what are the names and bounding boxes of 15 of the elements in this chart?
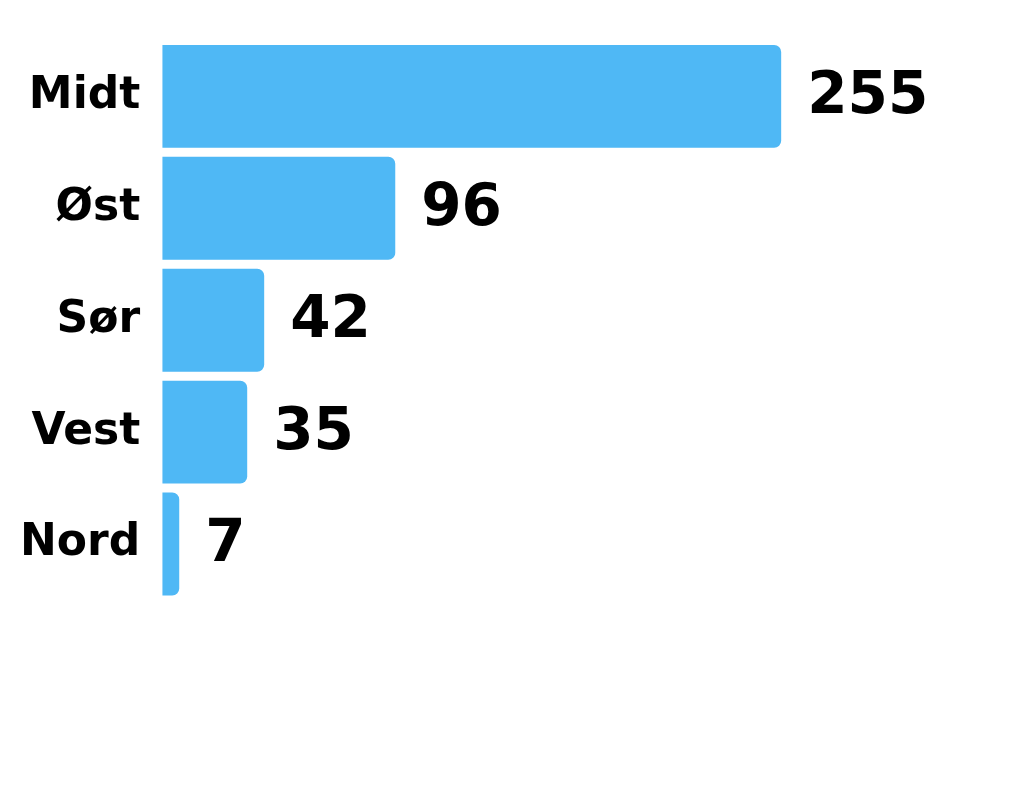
bar bbox=[162, 44, 782, 148]
bar bbox=[162, 156, 396, 260]
data-label: 96 bbox=[421, 171, 502, 240]
bar bbox=[162, 380, 248, 484]
y-tick-label: Øst bbox=[55, 178, 141, 230]
y-tick-label: Midt bbox=[28, 66, 141, 118]
y-tick-label: Vest bbox=[31, 402, 141, 454]
bar bbox=[162, 268, 265, 372]
data-label: 35 bbox=[273, 395, 354, 464]
bar bbox=[162, 492, 180, 596]
y-tick-label: Nord bbox=[20, 514, 141, 566]
y-tick-label: Sør bbox=[56, 290, 141, 342]
data-label: 7 bbox=[205, 507, 246, 576]
data-label: 42 bbox=[290, 283, 371, 352]
data-label: 255 bbox=[807, 59, 929, 128]
